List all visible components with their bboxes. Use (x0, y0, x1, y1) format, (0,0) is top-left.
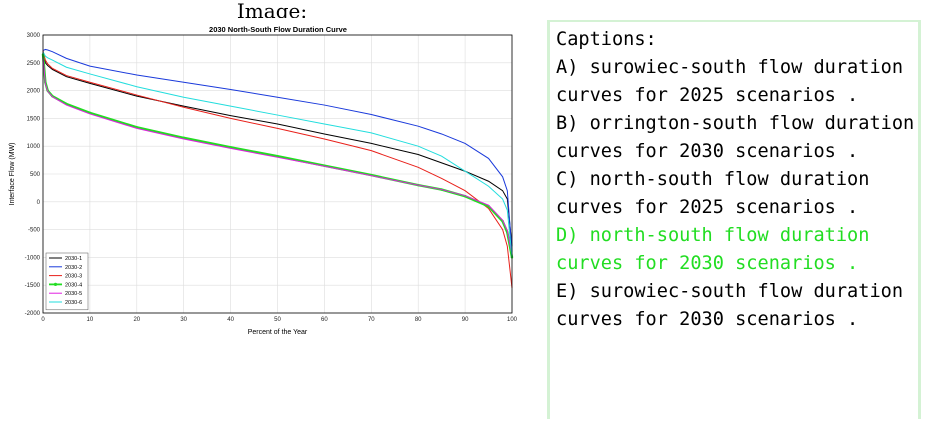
x-tick-label: 70 (368, 317, 375, 323)
chart-background (0, 18, 545, 343)
x-tick-label: 20 (133, 317, 140, 323)
caption-option-a[interactable]: A) surowiec-south flow duration curves f… (556, 57, 904, 106)
y-tick-label: 500 (30, 172, 41, 178)
x-tick-label: 100 (507, 317, 518, 323)
x-tick-label: 10 (87, 317, 94, 323)
x-tick-label: 0 (41, 317, 45, 323)
y-tick-label: 0 (37, 200, 41, 206)
chart-legend: 2030-1 2030-2 2030-3 2030-4 2030-5 2030-6 (45, 252, 89, 311)
y-tick-label: 2000 (27, 89, 41, 95)
y-tick-label: 3000 (27, 33, 41, 39)
legend-label: 2030-5 (65, 291, 82, 297)
caption-panel: Captions: A) surowiec-south flow duratio… (547, 20, 921, 419)
axis-ticks: 0 10 20 30 40 50 60 70 80 90 100 -2000 -1500 -1000 -50… (25, 33, 518, 323)
x-tick-label: 80 (415, 317, 422, 323)
legend-label: 2030-2 (65, 265, 82, 271)
series-line-2030-2 (42, 48, 513, 252)
plot-frame (42, 34, 513, 314)
y-tick-label: -1500 (25, 283, 41, 289)
series-lines (41, 48, 514, 289)
image-heading: Image: (236, 0, 308, 23)
series-line-2030-3 (42, 50, 513, 289)
flow-duration-chart: 2030 North-South Flow Duration Curve 0 10… (0, 18, 545, 343)
y-tick-label: 2500 (27, 61, 41, 67)
legend-label: 2030-1 (65, 256, 82, 262)
legend-label: 2030-4 (65, 282, 82, 288)
legend-box (45, 252, 89, 311)
caption-option-c[interactable]: C) north-south flow duration curves for … (556, 169, 870, 218)
y-tick-label: -2000 (25, 311, 41, 317)
x-tick-label: 40 (227, 317, 234, 323)
x-tick-label: 90 (462, 317, 469, 323)
y-tick-label: -1000 (25, 255, 41, 261)
series-line-2030-5 (42, 57, 513, 255)
series-line-2030-1 (42, 51, 513, 247)
caption-option-e[interactable]: E) surowiec-south flow duration curves f… (556, 281, 904, 330)
y-tick-label: 1000 (27, 144, 41, 150)
x-tick-label: 50 (274, 317, 281, 323)
y-tick-label: 1500 (27, 116, 41, 122)
x-axis-label: Percent of the Year (248, 329, 308, 336)
captions-heading: Captions: (556, 29, 657, 50)
chart-title: 2030 North-South Flow Duration Curve (209, 25, 347, 34)
legend-label: 2030-3 (65, 274, 82, 280)
caption-option-b[interactable]: B) orrington-south flow duration curves … (556, 113, 915, 162)
legend-label: 2030-6 (65, 300, 82, 306)
series-line-2030-6 (42, 51, 513, 258)
caption-option-d[interactable]: D) north-south flow duration curves for … (556, 225, 870, 274)
x-tick-label: 60 (321, 317, 328, 323)
legend-marker (53, 282, 58, 286)
x-tick-label: 30 (180, 317, 187, 323)
y-tick-label: -500 (28, 228, 41, 234)
y-axis-label: Interface Flow (MW) (9, 142, 16, 205)
